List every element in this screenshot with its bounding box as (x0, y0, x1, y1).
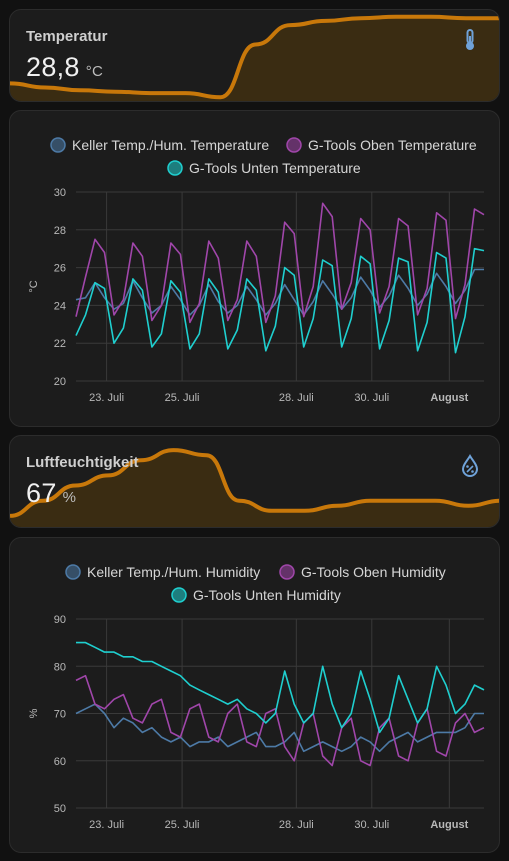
y-tick-label: 90 (54, 614, 66, 626)
temperature-history-chart: Keller Temp./Hum. Temperature G-Tools Obe… (28, 137, 485, 404)
legend-item[interactable]: Keller Temp./Hum. Temperature (50, 137, 269, 153)
x-tick-label: 30. Juli (354, 392, 389, 404)
legend-item[interactable]: Keller Temp./Hum. Humidity (65, 564, 260, 580)
temperature-sparkline-fill (10, 16, 499, 101)
legend-item[interactable]: G-Tools Oben Temperature (286, 137, 477, 153)
legend-item[interactable]: G-Tools Unten Temperature (167, 160, 361, 176)
y-tick-label: 22 (54, 338, 66, 350)
series-line (76, 641, 485, 734)
temperature-sensor-card[interactable]: Temperatur 28,8 °C (9, 9, 500, 102)
x-tick-label: 28. Juli (279, 392, 314, 404)
humidity-sensor-card[interactable]: Luftfeuchtigkeit 67% (9, 435, 500, 528)
sensor-name: Luftfeuchtigkeit (26, 454, 139, 471)
y-axis-label: °C (28, 280, 40, 292)
humidity-sparkline-fill (10, 450, 499, 527)
x-tick-label: 28. Juli (279, 819, 314, 831)
water-percent-icon (461, 454, 479, 477)
legend-swatch (65, 564, 81, 580)
legend-swatch (50, 137, 66, 153)
y-tick-label: 28 (54, 225, 66, 237)
y-tick-label: 26 (54, 263, 66, 275)
legend-swatch (286, 137, 302, 153)
y-tick-label: 80 (54, 661, 66, 673)
x-tick-label: August (430, 392, 468, 404)
y-axis-label: % (28, 708, 40, 718)
legend-label: Keller Temp./Hum. Temperature (72, 137, 269, 153)
sensor-value-number: 28,8 (26, 52, 80, 82)
legend-label: G-Tools Oben Humidity (301, 564, 446, 580)
series-line (75, 674, 485, 767)
series-line (75, 247, 485, 354)
y-tick-label: 70 (54, 709, 66, 721)
temperature-sparkline-line (10, 14, 499, 100)
legend-item[interactable]: G-Tools Unten Humidity (171, 587, 341, 603)
legend-label: G-Tools Unten Temperature (189, 160, 361, 176)
series-line (75, 202, 485, 324)
y-tick-label: 30 (54, 187, 66, 199)
y-tick-label: 50 (54, 803, 66, 815)
series-line (75, 703, 484, 753)
sensor-value-number: 67 (26, 478, 57, 508)
y-tick-label: 20 (54, 376, 66, 388)
legend-swatch (171, 587, 187, 603)
temperature-history-card: Keller Temp./Hum. Temperature G-Tools Obe… (9, 110, 500, 427)
y-tick-label: 24 (54, 300, 66, 312)
humidity-history-card: Keller Temp./Hum. Humidity G-Tools Oben H… (9, 537, 500, 853)
legend-label: G-Tools Unten Humidity (193, 587, 341, 603)
sensor-unit: % (62, 489, 77, 506)
x-tick-label: 30. Juli (354, 819, 389, 831)
legend-swatch (279, 564, 295, 580)
x-tick-label: 25. Juli (165, 819, 200, 831)
legend-swatch (167, 160, 183, 176)
sensor-value: 28,8 °C (26, 52, 103, 83)
thermometer-icon (466, 29, 474, 50)
temperature-sparkline (10, 14, 499, 101)
sensor-name: Temperatur (26, 28, 108, 45)
legend-label: Keller Temp./Hum. Humidity (87, 564, 260, 580)
x-tick-label: 23. Juli (89, 392, 124, 404)
x-tick-label: August (430, 819, 468, 831)
legend-label: G-Tools Oben Temperature (308, 137, 477, 153)
x-tick-label: 23. Juli (89, 819, 124, 831)
sensor-unit: °C (85, 63, 104, 80)
y-tick-label: 60 (54, 756, 66, 768)
legend-item[interactable]: G-Tools Oben Humidity (279, 564, 446, 580)
humidity-history-chart: Keller Temp./Hum. Humidity G-Tools Oben H… (28, 564, 485, 831)
x-tick-label: 25. Juli (165, 392, 200, 404)
humidity-sparkline (10, 448, 499, 527)
humidity-sparkline-line (10, 448, 499, 518)
sensor-value: 67% (26, 478, 76, 509)
